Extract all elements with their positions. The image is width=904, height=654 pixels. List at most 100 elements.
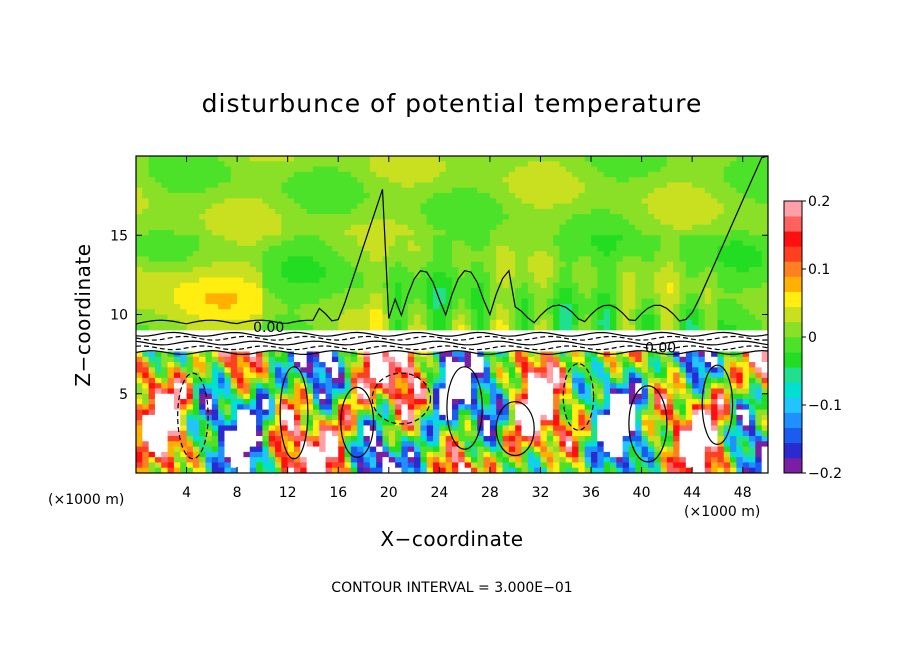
field-cell [515,457,523,464]
field-cell [477,467,485,473]
field-cell [224,372,232,379]
field-cell [344,367,352,374]
field-cell [199,203,207,210]
field-cell [452,372,459,379]
field-cell [534,451,542,458]
field-cell [654,377,662,384]
field-cell [363,393,371,400]
field-cell [167,319,175,326]
field-cell [306,393,314,400]
field-cell [268,277,276,284]
field-cell [306,293,314,300]
field-cell [275,367,282,374]
field-cell [142,156,150,162]
field-cell [628,203,636,210]
field-cell [452,288,459,294]
field-cell [331,288,339,294]
field-cell [502,325,510,331]
field-cell [515,224,523,231]
field-cell [256,203,263,210]
field-cell [610,436,617,442]
field-cell [534,314,542,321]
field-cell [515,377,523,384]
field-cell [154,346,162,353]
field-cell [350,171,358,178]
field-cell [527,451,535,458]
field-cell [287,462,295,469]
field-cell [616,298,624,305]
field-cell [256,293,263,300]
field-cell [534,245,542,252]
field-cell [553,161,561,168]
field-cell [597,245,605,252]
field-cell [616,404,624,411]
field-cell [610,430,617,437]
field-cell [325,457,333,464]
field-cell [572,362,579,368]
field-cell [546,451,554,458]
field-cell [464,420,472,427]
field-cell [439,372,447,379]
field-cell [173,303,181,310]
field-cell [173,393,181,400]
field-cell [553,208,561,215]
field-cell [647,161,655,168]
field-cell [230,457,238,464]
field-cell [515,256,523,263]
field-cell [180,272,188,279]
field-cell [388,399,396,405]
field-cell [591,446,598,453]
field-cell [483,314,491,321]
field-cell [136,171,143,178]
field-cell [395,457,403,464]
field-cell [433,457,440,464]
field-cell [205,219,213,226]
field-cell [249,203,257,210]
field-cell [249,404,257,411]
field-cell [376,303,384,310]
field-cell [275,219,282,226]
field-cell [470,330,478,337]
field-cell [445,388,453,395]
field-cell [489,388,497,395]
field-cell [363,377,371,384]
field-cell [439,346,447,353]
field-cell [521,340,529,347]
field-cell [584,340,592,347]
field-cell [610,356,617,363]
field-cell [565,288,573,294]
field-cell [546,251,554,257]
field-cell [439,288,447,294]
field-cell [275,208,282,215]
field-cell [628,166,636,173]
field-cell [186,182,194,189]
field-cell [230,436,238,442]
field-cell [199,198,207,205]
field-cell [591,377,598,384]
field-cell [553,266,561,273]
field-cell [388,362,396,368]
field-cell [641,330,649,337]
field-cell [610,192,617,199]
field-cell [319,288,327,294]
field-cell [262,372,270,379]
field-cell [628,261,636,268]
field-cell [470,467,478,473]
field-cell [452,293,459,300]
field-cell [458,288,466,294]
field-cell [249,372,257,379]
field-cell [616,309,624,316]
field-cell [635,219,643,226]
field-cell [458,251,466,257]
field-cell [180,245,188,252]
field-cell [559,446,567,453]
field-cell [344,303,352,310]
field-cell [553,330,561,337]
field-cell [249,340,257,347]
field-cell [369,229,377,236]
field-cell [136,467,143,473]
field-cell [527,346,535,353]
field-cell [154,293,162,300]
field-cell [300,356,308,363]
field-cell [508,420,516,427]
